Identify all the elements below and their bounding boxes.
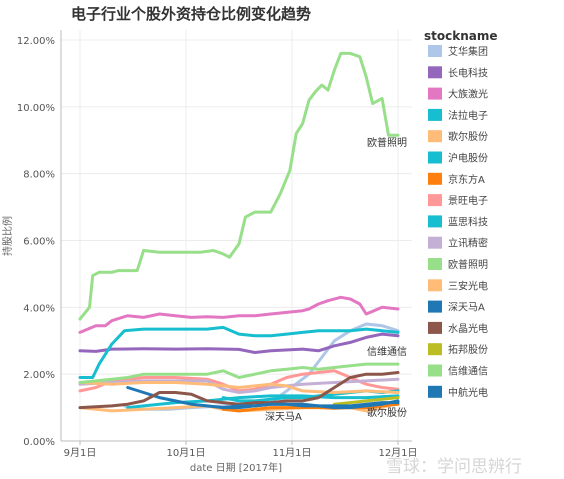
x-tick-labels: 9月1日 10月1日 11月1日 12月1日 bbox=[64, 441, 418, 459]
x-axis-title: date 日期 [2017年] bbox=[190, 461, 282, 474]
legend-swatch bbox=[428, 300, 442, 313]
legend-item[interactable]: 拓邦股份 bbox=[428, 343, 488, 356]
legend-item[interactable]: 沪电股份 bbox=[428, 151, 488, 165]
legend-label: 大族激光 bbox=[448, 88, 488, 101]
legend-item[interactable]: 景旺电子 bbox=[428, 194, 488, 207]
legend-label: 歌尔股份 bbox=[448, 130, 488, 143]
y-tick-label: 12.00% bbox=[17, 36, 55, 47]
legend-swatch bbox=[428, 321, 442, 334]
legend-swatch bbox=[428, 258, 442, 270]
x-tick-label: 9月1日 bbox=[64, 447, 97, 459]
series-line bbox=[221, 402, 400, 413]
legend-item[interactable]: 大族激光 bbox=[428, 87, 488, 101]
legend-label: 法拉电子 bbox=[448, 109, 488, 122]
series-line bbox=[126, 394, 400, 410]
y-tick-label: 0.00% bbox=[23, 437, 55, 448]
series-line bbox=[78, 295, 400, 334]
legend-swatch bbox=[428, 385, 442, 398]
legend-item[interactable]: 法拉电子 bbox=[428, 108, 488, 122]
legend-item[interactable]: 水晶光电 bbox=[428, 321, 488, 335]
legend-swatch bbox=[428, 364, 442, 377]
legend-label: 蓝思科技 bbox=[448, 215, 488, 228]
legend-label: 艾华集团 bbox=[448, 45, 488, 58]
legend-swatch bbox=[428, 87, 442, 100]
chart-title: 电子行业个股外资持仓比例变化趋势 bbox=[71, 5, 311, 23]
legend-item[interactable]: 蓝思科技 bbox=[428, 215, 488, 228]
legend-label: 景旺电子 bbox=[448, 194, 488, 207]
y-tick-label: 10.00% bbox=[17, 103, 55, 114]
legend-item[interactable]: 三安光电 bbox=[428, 279, 488, 292]
watermark: 雪球：学问思辨行 bbox=[386, 457, 522, 477]
legend-item[interactable]: 立讯精密 bbox=[428, 236, 488, 250]
legend-label: 拓邦股份 bbox=[448, 343, 488, 356]
series-line bbox=[221, 401, 400, 410]
legend-item[interactable]: 中航光电 bbox=[428, 385, 488, 399]
x-tick-label: 10月1日 bbox=[166, 447, 205, 459]
y-tick-labels: 0.00% 2.00% 4.00% 6.00% 8.00% 10.00% 12.00% bbox=[17, 36, 55, 448]
y-tick-label: 6.00% bbox=[23, 237, 55, 248]
legend-swatch bbox=[428, 151, 442, 164]
legend-label: 沪电股份 bbox=[448, 152, 488, 165]
legend-swatch bbox=[428, 343, 442, 356]
series-line bbox=[78, 332, 400, 354]
series-line bbox=[78, 371, 400, 410]
legend-label: 立讯精密 bbox=[448, 237, 488, 250]
legend-item[interactable]: 京东方A bbox=[428, 172, 485, 186]
legend-swatch bbox=[428, 45, 442, 57]
legend-swatch bbox=[428, 66, 442, 79]
legend-swatch bbox=[428, 172, 442, 185]
legend-label: 深天马A bbox=[448, 302, 485, 314]
legend-swatch bbox=[428, 194, 442, 207]
legend-label: 欧普照明 bbox=[448, 258, 488, 271]
x-tick-label: 11月1日 bbox=[272, 447, 311, 459]
legend-label: 中航光电 bbox=[448, 386, 488, 399]
series-lines bbox=[78, 51, 400, 413]
annotation-goer: 歌尔股份 bbox=[367, 406, 407, 419]
legend-item[interactable]: 长电科技 bbox=[428, 66, 488, 79]
y-axis-title: 持股比例 bbox=[1, 216, 14, 256]
legend-label: 长电科技 bbox=[448, 66, 488, 79]
legend-swatch bbox=[428, 215, 442, 228]
legend-label: 京东方A bbox=[448, 173, 485, 186]
annotation-oupu: 欧普照明 bbox=[367, 136, 407, 149]
legend-swatch bbox=[428, 279, 442, 292]
legend-item[interactable]: 歌尔股份 bbox=[428, 130, 488, 143]
legend-item[interactable]: 艾华集团 bbox=[428, 45, 488, 58]
y-tick-label: 4.00% bbox=[23, 303, 55, 314]
y-tick-label: 2.00% bbox=[23, 370, 55, 381]
series-line bbox=[78, 51, 400, 321]
legend-swatch bbox=[428, 108, 442, 121]
legend-item[interactable]: 欧普照明 bbox=[428, 258, 488, 271]
legend-label: 三安光电 bbox=[448, 279, 488, 292]
legend-label: 水晶光电 bbox=[448, 322, 488, 335]
series-line bbox=[332, 396, 400, 406]
annotation-xinwei: 信维通信 bbox=[367, 345, 407, 358]
x-tick-label: 12月1日 bbox=[378, 447, 417, 459]
legend-swatch bbox=[428, 130, 442, 143]
legend-item[interactable]: 深天马A bbox=[428, 300, 485, 314]
series-line bbox=[78, 377, 400, 394]
legend-label: 信维通信 bbox=[448, 365, 488, 378]
legend-item[interactable]: 信维通信 bbox=[428, 364, 488, 378]
y-tick-label: 8.00% bbox=[23, 170, 55, 181]
legend-title: stockname bbox=[424, 29, 498, 43]
series-line bbox=[78, 325, 400, 379]
grid bbox=[61, 30, 412, 442]
axes bbox=[60, 30, 412, 442]
series-line bbox=[78, 362, 400, 384]
annotation-shentianma: 深天马A bbox=[265, 411, 302, 423]
legend-swatch bbox=[428, 236, 442, 249]
